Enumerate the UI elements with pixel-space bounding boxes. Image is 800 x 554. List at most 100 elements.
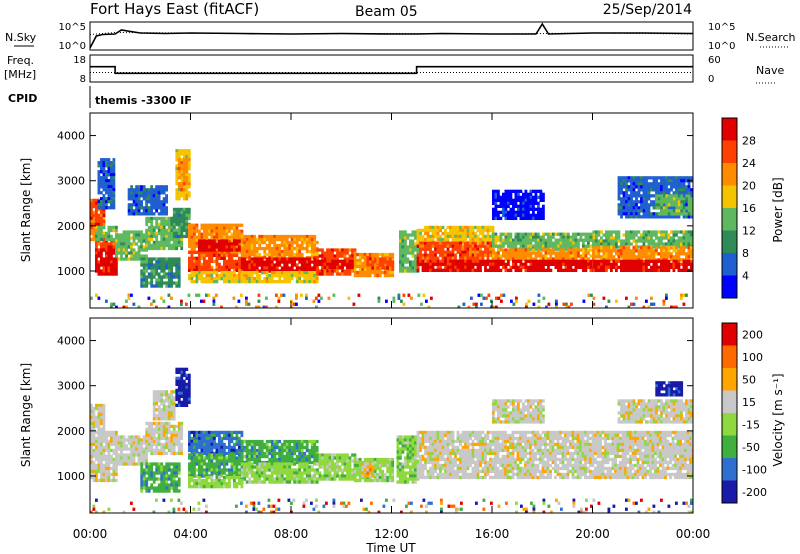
power-cell [303,240,307,245]
power-cell [240,223,244,227]
power-cell [414,230,417,234]
power-cell [188,277,191,281]
power-cell [150,203,153,207]
velocity-cell [90,433,93,438]
power-cell [657,203,661,207]
power-cell [112,251,116,255]
power-cell [421,244,425,248]
power-cell [177,149,181,153]
power-cell [682,215,686,219]
power-cell [268,234,272,239]
power-cell [110,251,113,255]
power-cell [539,210,543,214]
power-band [592,246,693,262]
power-cell [167,305,171,308]
power-cell [95,198,98,203]
power-cell [202,299,206,303]
power-cell [622,185,626,189]
power-cell [100,185,103,189]
velocity-cell [100,433,103,438]
power-cell [147,237,151,242]
power-cell [182,152,186,156]
power-cell [290,263,294,267]
power-cell [180,222,184,227]
power-cell [120,257,123,261]
power-cell [497,257,500,261]
power-cell [675,191,678,195]
power-cell [150,263,154,267]
power-cell [295,249,299,254]
power-cell [494,198,498,202]
power-cell [308,234,312,239]
power-cell [537,189,540,193]
power-cell [675,233,678,237]
power-cell [258,280,262,284]
power-cell [439,253,442,257]
power-cell [592,233,596,237]
power-cell [323,259,327,263]
power-cell [223,280,226,284]
power-cell [233,242,236,246]
power-cell [97,242,101,246]
power-cell [539,238,543,242]
power-cell [532,216,535,220]
power-cell [479,268,482,272]
power-cell [409,248,412,252]
power-cell [90,219,93,224]
power-cell [612,236,616,240]
power-cell [682,179,686,183]
power-cell [397,293,401,297]
power-cell [522,232,525,236]
power-cell [115,233,118,237]
power-cell [160,275,164,279]
power-cell [198,239,201,243]
power-cell [162,219,166,224]
power-cell [537,207,540,211]
power-cell [122,236,126,240]
power-cell [275,234,279,239]
power-cell [489,228,492,233]
power-cell [466,225,470,230]
power-cell [283,260,287,264]
power-cell [230,232,234,236]
power-cell [177,182,181,186]
power-cell [584,254,588,258]
power-cell [225,248,229,252]
power-cell [436,256,440,260]
power-cell [479,265,482,269]
power-cell [200,235,204,239]
power-cell [145,260,149,264]
power-cell [172,272,176,276]
power-cell [172,281,176,285]
power-cell [338,265,342,269]
power-cell [112,164,116,168]
power-cell [326,254,329,258]
power-cell [426,259,430,263]
power-cell [439,262,442,266]
power-cell [529,265,533,269]
power-cell [112,242,116,246]
power-cell [444,265,447,269]
power-cell [640,194,643,198]
power-cell [295,293,298,297]
power-cell [160,260,164,264]
power-cell [652,176,656,180]
power-cell [534,213,538,217]
power-cell [524,210,528,214]
power-cell [439,244,442,248]
power-cell [295,266,299,270]
power-cell [469,262,472,266]
power-cell [321,269,324,273]
power-cell [253,249,257,254]
power-cell [255,252,259,257]
power-cell [559,259,563,263]
power-cell [635,215,638,219]
power-cell [97,176,101,180]
power-cell [602,259,606,263]
power-cell [305,237,309,242]
power-cell [130,245,133,249]
power-cell [662,194,666,198]
power-cell [537,248,540,252]
power-cell [376,270,380,275]
power-cell [662,252,666,256]
